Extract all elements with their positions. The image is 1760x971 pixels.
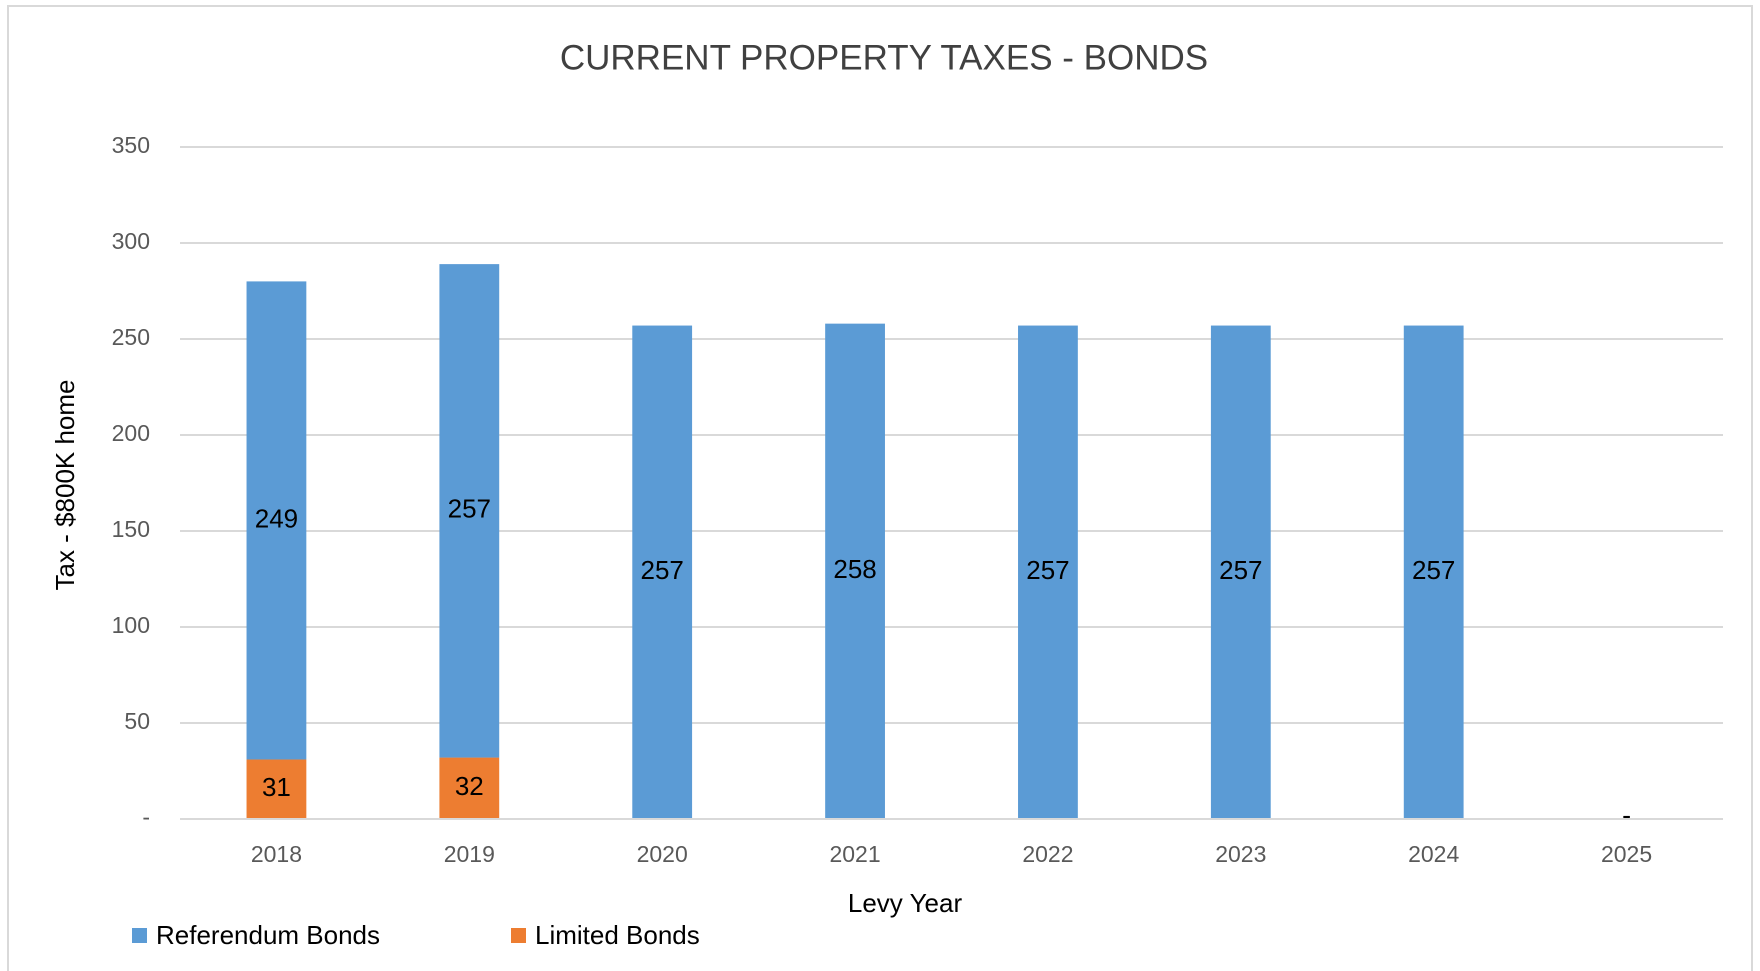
x-tick-label: 2023 — [1215, 841, 1266, 867]
bar-segment — [1210, 325, 1271, 819]
y-tick-label: 250 — [112, 324, 150, 350]
data-label: 31 — [262, 772, 291, 802]
y-axis-label: Tax - $800K home — [50, 379, 80, 590]
data-label: 257 — [1026, 555, 1069, 585]
bar-segment — [1403, 325, 1464, 819]
chart-title: CURRENT PROPERTY TAXES - BONDS — [560, 38, 1208, 77]
x-tick-label: 2021 — [829, 841, 880, 867]
x-tick-label: 2024 — [1408, 841, 1459, 867]
y-tick-label: 150 — [112, 516, 150, 542]
legend-swatch — [132, 928, 147, 943]
bar-segment — [825, 323, 885, 819]
x-tick-label: 2018 — [251, 841, 302, 867]
x-tick-label: 2020 — [637, 841, 688, 867]
data-label: 32 — [455, 771, 484, 801]
legend-label: Referendum Bonds — [156, 920, 380, 950]
legend-label: Limited Bonds — [535, 920, 700, 950]
data-label: 249 — [255, 503, 298, 533]
y-tick-label: 50 — [124, 708, 150, 734]
bar-segment — [439, 264, 500, 758]
data-label: 257 — [1412, 555, 1455, 585]
y-tick-label: 300 — [112, 228, 150, 254]
x-axis-label: Levy Year — [848, 888, 963, 918]
data-label: 257 — [1219, 555, 1262, 585]
data-label: 257 — [640, 555, 683, 585]
bar-segment — [1018, 325, 1078, 819]
bar-segment — [246, 281, 307, 760]
x-tick-label: 2019 — [444, 841, 495, 867]
y-tick-label: 100 — [112, 612, 150, 638]
x-tick-label: 2022 — [1022, 841, 1073, 867]
data-label: 258 — [833, 554, 876, 584]
y-tick-label: 200 — [112, 420, 150, 446]
y-tick-label: 350 — [112, 132, 150, 158]
data-label: - — [1622, 800, 1631, 830]
x-tick-label: 2025 — [1601, 841, 1652, 867]
bar-segment — [439, 757, 500, 819]
data-label: 257 — [448, 494, 491, 524]
bar-segment — [632, 325, 693, 819]
data-label: - — [1622, 800, 1631, 830]
legend-swatch — [511, 928, 526, 943]
bar-segment — [246, 759, 307, 819]
y-tick-label: - — [142, 804, 150, 830]
